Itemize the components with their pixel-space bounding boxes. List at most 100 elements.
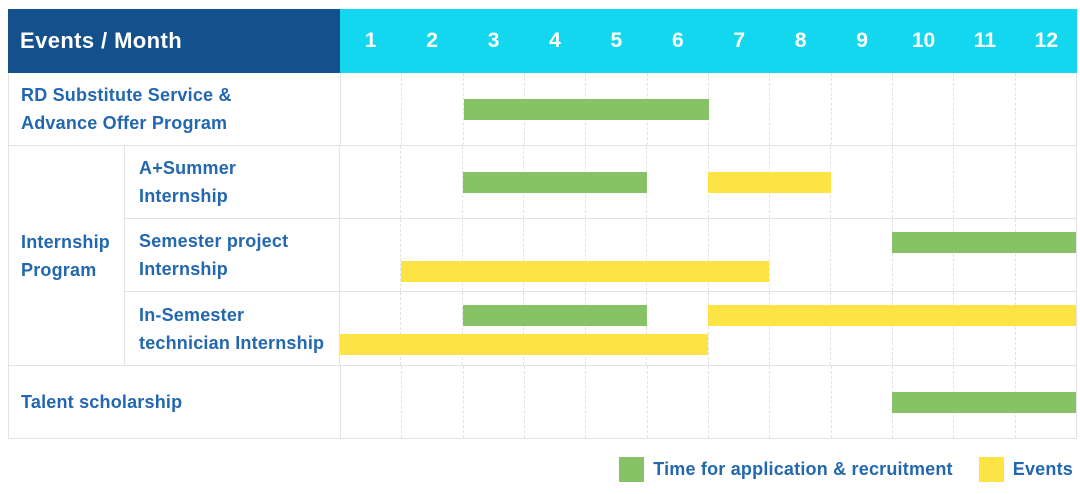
month-grid-cell bbox=[891, 292, 953, 365]
month-header-11: 11 bbox=[973, 29, 997, 52]
month-grid-cell bbox=[953, 146, 1014, 218]
month-grid-cell bbox=[707, 219, 769, 291]
month-grid-cell bbox=[768, 292, 830, 365]
month-header-6: 6 bbox=[671, 29, 684, 52]
month-grid-cell bbox=[400, 219, 461, 291]
month-grid-cell bbox=[953, 292, 1014, 365]
month-grid-cell bbox=[400, 146, 461, 218]
table-header-row: Events / Month 1 2 3 4 5 6 7 8 9 10 11 1… bbox=[8, 9, 1077, 73]
row-label-a-summer: A+Summer Internship bbox=[125, 146, 340, 218]
legend-label-events: Events bbox=[1012, 459, 1073, 479]
legend: Time for application & recruitment Event… bbox=[619, 457, 1073, 482]
gantt-bar-events bbox=[340, 334, 708, 355]
month-grid-cell bbox=[462, 366, 524, 438]
month-grid-cell bbox=[707, 292, 769, 365]
month-grid-cell bbox=[340, 219, 400, 291]
month-grid-cell bbox=[830, 366, 892, 438]
month-grid-cell bbox=[707, 73, 769, 145]
legend-item-application: Time for application & recruitment bbox=[619, 457, 953, 482]
month-grid-cell bbox=[584, 219, 646, 291]
row-timeline-rd-substitute bbox=[341, 73, 1076, 145]
row-timeline-semester-project bbox=[340, 219, 1076, 291]
month-grid-cell bbox=[830, 219, 891, 291]
gantt-bar-events bbox=[708, 305, 1076, 326]
month-grid-cell bbox=[584, 292, 646, 365]
green-swatch-icon bbox=[619, 457, 645, 482]
month-header-9: 9 bbox=[856, 29, 868, 52]
gantt-bar-application bbox=[892, 392, 1076, 413]
month-header-8: 8 bbox=[794, 29, 807, 52]
month-grid-cell bbox=[830, 146, 891, 218]
row-label-rd-substitute: RD Substitute Service & Advance Offer Pr… bbox=[9, 73, 341, 145]
row-timeline-in-semester bbox=[340, 292, 1076, 365]
month-grid-cell bbox=[646, 219, 707, 291]
month-grid-cell bbox=[768, 219, 830, 291]
gantt-table: Events / Month 1 2 3 4 5 6 7 8 9 10 11 1… bbox=[8, 9, 1077, 439]
month-grid-cell bbox=[1014, 73, 1076, 145]
month-grid-cell bbox=[646, 146, 707, 218]
month-header-12: 12 bbox=[1034, 29, 1059, 52]
gantt-bar-events bbox=[708, 172, 831, 193]
month-grid-cell bbox=[953, 219, 1014, 291]
month-header-1: 1 bbox=[364, 29, 377, 52]
month-grid-cell bbox=[830, 73, 892, 145]
month-header-7: 7 bbox=[733, 29, 746, 52]
gantt-bar-application bbox=[892, 232, 1076, 253]
month-header-strip: 1 2 3 4 5 6 7 8 9 10 11 12 bbox=[340, 9, 1077, 73]
month-grid-cell bbox=[769, 366, 830, 438]
gantt-row-semester-project: Semester project Internship bbox=[125, 219, 1076, 292]
gantt-bar-application bbox=[462, 172, 647, 193]
month-grid-cell bbox=[462, 73, 524, 145]
month-grid-cell bbox=[953, 73, 1014, 145]
gantt-body: RD Substitute Service & Advance Offer Pr… bbox=[8, 73, 1077, 439]
month-grid-cell bbox=[523, 219, 584, 291]
gantt-row-in-semester: In-Semester technician Internship bbox=[125, 292, 1076, 365]
internship-program-group: Internship Program A+Summer Internship S… bbox=[9, 146, 1076, 366]
month-header-3: 3 bbox=[487, 29, 500, 52]
month-grid-cell bbox=[523, 366, 585, 438]
month-grid-cell bbox=[646, 292, 707, 365]
row-label-semester-project: Semester project Internship bbox=[125, 219, 340, 291]
month-grid-cell bbox=[341, 73, 401, 145]
month-header-4: 4 bbox=[549, 29, 561, 52]
gantt-bar-application bbox=[463, 99, 709, 120]
month-grid-cell bbox=[1014, 219, 1076, 291]
month-grid-cell bbox=[461, 292, 523, 365]
month-grid-cell bbox=[830, 292, 891, 365]
row-timeline-talent-scholarship bbox=[341, 366, 1076, 438]
month-header-10: 10 bbox=[911, 29, 936, 52]
month-header-5: 5 bbox=[610, 29, 623, 52]
legend-item-events: Events bbox=[978, 457, 1073, 482]
month-grid-cell bbox=[461, 219, 523, 291]
month-grid-cell bbox=[401, 366, 462, 438]
gantt-row-talent-scholarship: Talent scholarship bbox=[9, 366, 1076, 439]
month-grid-cell bbox=[1014, 146, 1076, 218]
row-label-talent-scholarship: Talent scholarship bbox=[9, 366, 341, 438]
gantt-row-a-summer: A+Summer Internship bbox=[125, 146, 1076, 219]
month-grid-cell bbox=[523, 292, 584, 365]
gantt-bar-events bbox=[401, 261, 770, 282]
month-grid-cell bbox=[585, 366, 646, 438]
table-header-title: Events / Month bbox=[8, 9, 340, 73]
month-grid-cell bbox=[891, 219, 953, 291]
month-grid-cell bbox=[769, 73, 830, 145]
gantt-row-rd-substitute: RD Substitute Service & Advance Offer Pr… bbox=[9, 73, 1076, 146]
month-grid-cell bbox=[401, 73, 462, 145]
gantt-bar-application bbox=[462, 305, 647, 326]
legend-label-application: Time for application & recruitment bbox=[653, 459, 953, 479]
row-timeline-a-summer bbox=[340, 146, 1076, 218]
month-header-2: 2 bbox=[426, 29, 438, 52]
month-grid-cell bbox=[400, 292, 461, 365]
row-label-in-semester: In-Semester technician Internship bbox=[125, 292, 340, 365]
month-grid-cell bbox=[340, 146, 400, 218]
group-label-internship-program: Internship Program bbox=[9, 146, 125, 365]
month-grid-cell bbox=[1014, 292, 1076, 365]
month-grid-cell bbox=[891, 73, 953, 145]
month-grid-cell bbox=[891, 146, 953, 218]
internship-program-rows: A+Summer Internship Semester project Int… bbox=[125, 146, 1076, 365]
month-grid-cell bbox=[707, 366, 769, 438]
month-grid-cell bbox=[646, 366, 708, 438]
month-grid-cell bbox=[461, 146, 523, 218]
month-grid-cell bbox=[341, 366, 401, 438]
